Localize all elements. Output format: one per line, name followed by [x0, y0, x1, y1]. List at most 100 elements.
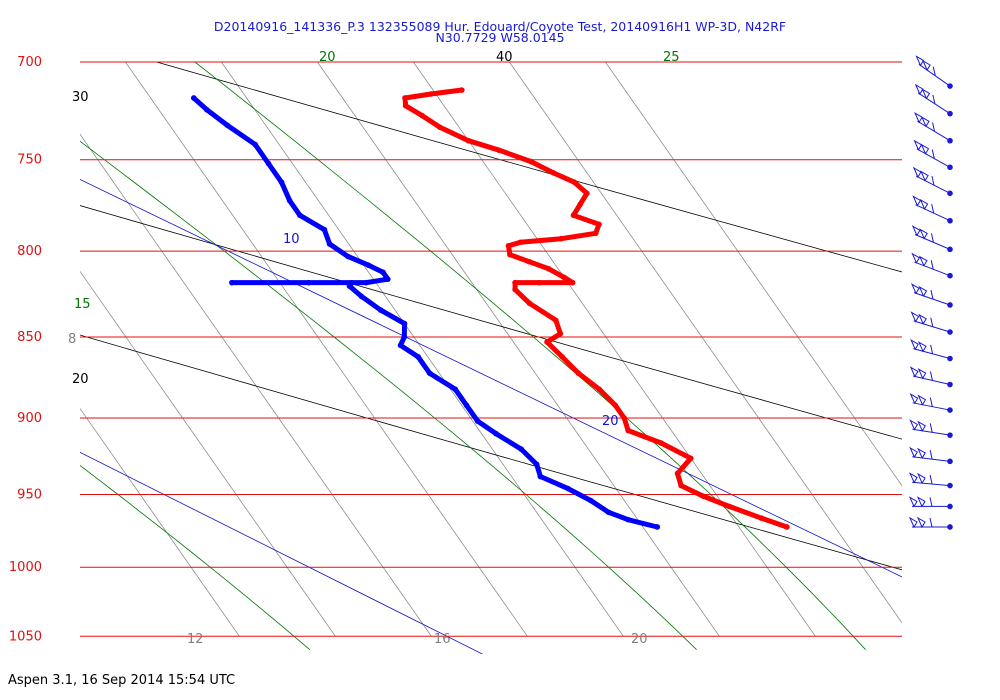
temperature-point — [496, 147, 502, 154]
dewpoint-point — [377, 307, 384, 313]
temperature-point — [596, 386, 603, 393]
moist-adiabat-line — [80, 140, 697, 650]
temperature-point — [577, 201, 584, 208]
wind-barb — [911, 252, 953, 279]
dewpoint-point — [326, 241, 333, 247]
isotherm-line — [317, 62, 720, 637]
chart-location: N30.7729 W58.0145 — [435, 30, 565, 45]
temperature-point — [688, 455, 694, 462]
isotherm-line — [80, 407, 240, 637]
isotherm-label: 16 — [434, 632, 451, 647]
temperature-point — [552, 317, 559, 324]
dewpoint-point — [363, 279, 370, 286]
wind-barb — [909, 366, 953, 388]
temperature-point — [625, 427, 631, 434]
moist-adiabat-label: 20 — [319, 50, 336, 65]
isotherm-line — [125, 62, 528, 637]
isotherm-line — [413, 62, 816, 637]
temperature-point — [517, 239, 524, 246]
dewpoint-point — [380, 269, 386, 276]
temperature-point — [526, 300, 533, 307]
wind-barb — [910, 283, 953, 308]
dewpoint-point — [605, 509, 612, 516]
wind-barb — [914, 112, 953, 144]
temperature-point — [512, 279, 518, 286]
isotherm-label: 20 — [631, 632, 648, 647]
temperature-point — [726, 503, 733, 510]
wind-barb — [913, 139, 953, 171]
dewpoint-point — [625, 516, 631, 523]
mixing-ratio-label: 10 — [283, 232, 300, 247]
temperature-point — [612, 402, 619, 409]
wind-barb — [908, 496, 953, 510]
dry-adiabat-label: 30 — [72, 90, 89, 105]
wind-barb — [911, 225, 953, 253]
isotherm-line — [221, 62, 624, 637]
temperature-point — [658, 440, 664, 446]
temperature-point — [571, 179, 578, 186]
temperature-point — [526, 258, 533, 265]
temperature-point — [678, 482, 684, 489]
temperature-point — [428, 91, 434, 97]
dewpoint-point — [463, 402, 470, 409]
isotherm-line — [80, 270, 336, 637]
dewpoint-point — [415, 354, 422, 360]
dewpoint-point — [397, 342, 404, 349]
temperature-point — [507, 251, 513, 258]
pressure-tick-label: 900 — [17, 411, 42, 426]
dewpoint-point — [305, 279, 312, 286]
temperature-point — [700, 493, 706, 499]
temperature-point — [402, 103, 409, 109]
dewpoint-point — [518, 446, 524, 452]
chart-title: D20140916_141336_P.3 132355089 Hur. Edou… — [213, 19, 787, 34]
mixing-ratio-line — [80, 451, 484, 654]
temperature-point — [459, 87, 465, 93]
dewpoint-point — [474, 418, 481, 424]
dewpoint-point — [265, 160, 272, 167]
temperature-point — [512, 286, 518, 293]
dewpoint-point — [286, 197, 293, 204]
temperature-point — [570, 212, 577, 219]
dewpoint-point — [297, 212, 303, 219]
temperature-point — [528, 158, 534, 165]
temperature-point — [674, 470, 681, 477]
dewpoint-point — [537, 473, 544, 480]
temperature-point — [596, 221, 602, 228]
wind-barb — [910, 311, 953, 335]
isotherm-label: 12 — [187, 632, 204, 647]
temperature-point — [784, 524, 790, 530]
dewpoint-point — [229, 279, 235, 286]
wind-barb — [909, 446, 953, 465]
pressure-tick-label: 850 — [17, 330, 42, 345]
isotherm-line — [509, 62, 902, 624]
moist-adiabat-label: 25 — [663, 50, 680, 65]
dewpoint-point — [654, 524, 661, 530]
temperature-point — [545, 265, 552, 272]
temperature-point — [621, 415, 627, 421]
dewpoint-point — [224, 122, 231, 129]
temperature-point — [465, 137, 472, 144]
dewpoint-point — [533, 461, 540, 468]
temperature-point — [557, 330, 564, 337]
wind-barb — [912, 166, 953, 197]
mixing-ratio-label: 20 — [602, 414, 619, 429]
temperature-point — [758, 515, 765, 521]
temperature-point — [592, 230, 599, 237]
temperature-point — [558, 235, 564, 242]
dewpoint-point — [401, 320, 408, 327]
isotherm-line — [80, 133, 432, 637]
temperature-point — [536, 279, 542, 286]
dewpoint-point — [278, 179, 285, 186]
moist-adiabat-line — [80, 464, 311, 651]
wind-barb — [914, 83, 953, 117]
dry-adiabat-label: 20 — [72, 372, 89, 387]
dewpoint-profile — [191, 95, 660, 530]
temperature-point — [575, 370, 582, 376]
temperature-point — [559, 354, 566, 360]
temperature-profile — [402, 87, 790, 530]
dewpoint-point — [426, 370, 433, 376]
pressure-tick-label: 750 — [17, 153, 42, 168]
temperature-point — [437, 124, 443, 131]
dewpoint-point — [204, 106, 210, 113]
